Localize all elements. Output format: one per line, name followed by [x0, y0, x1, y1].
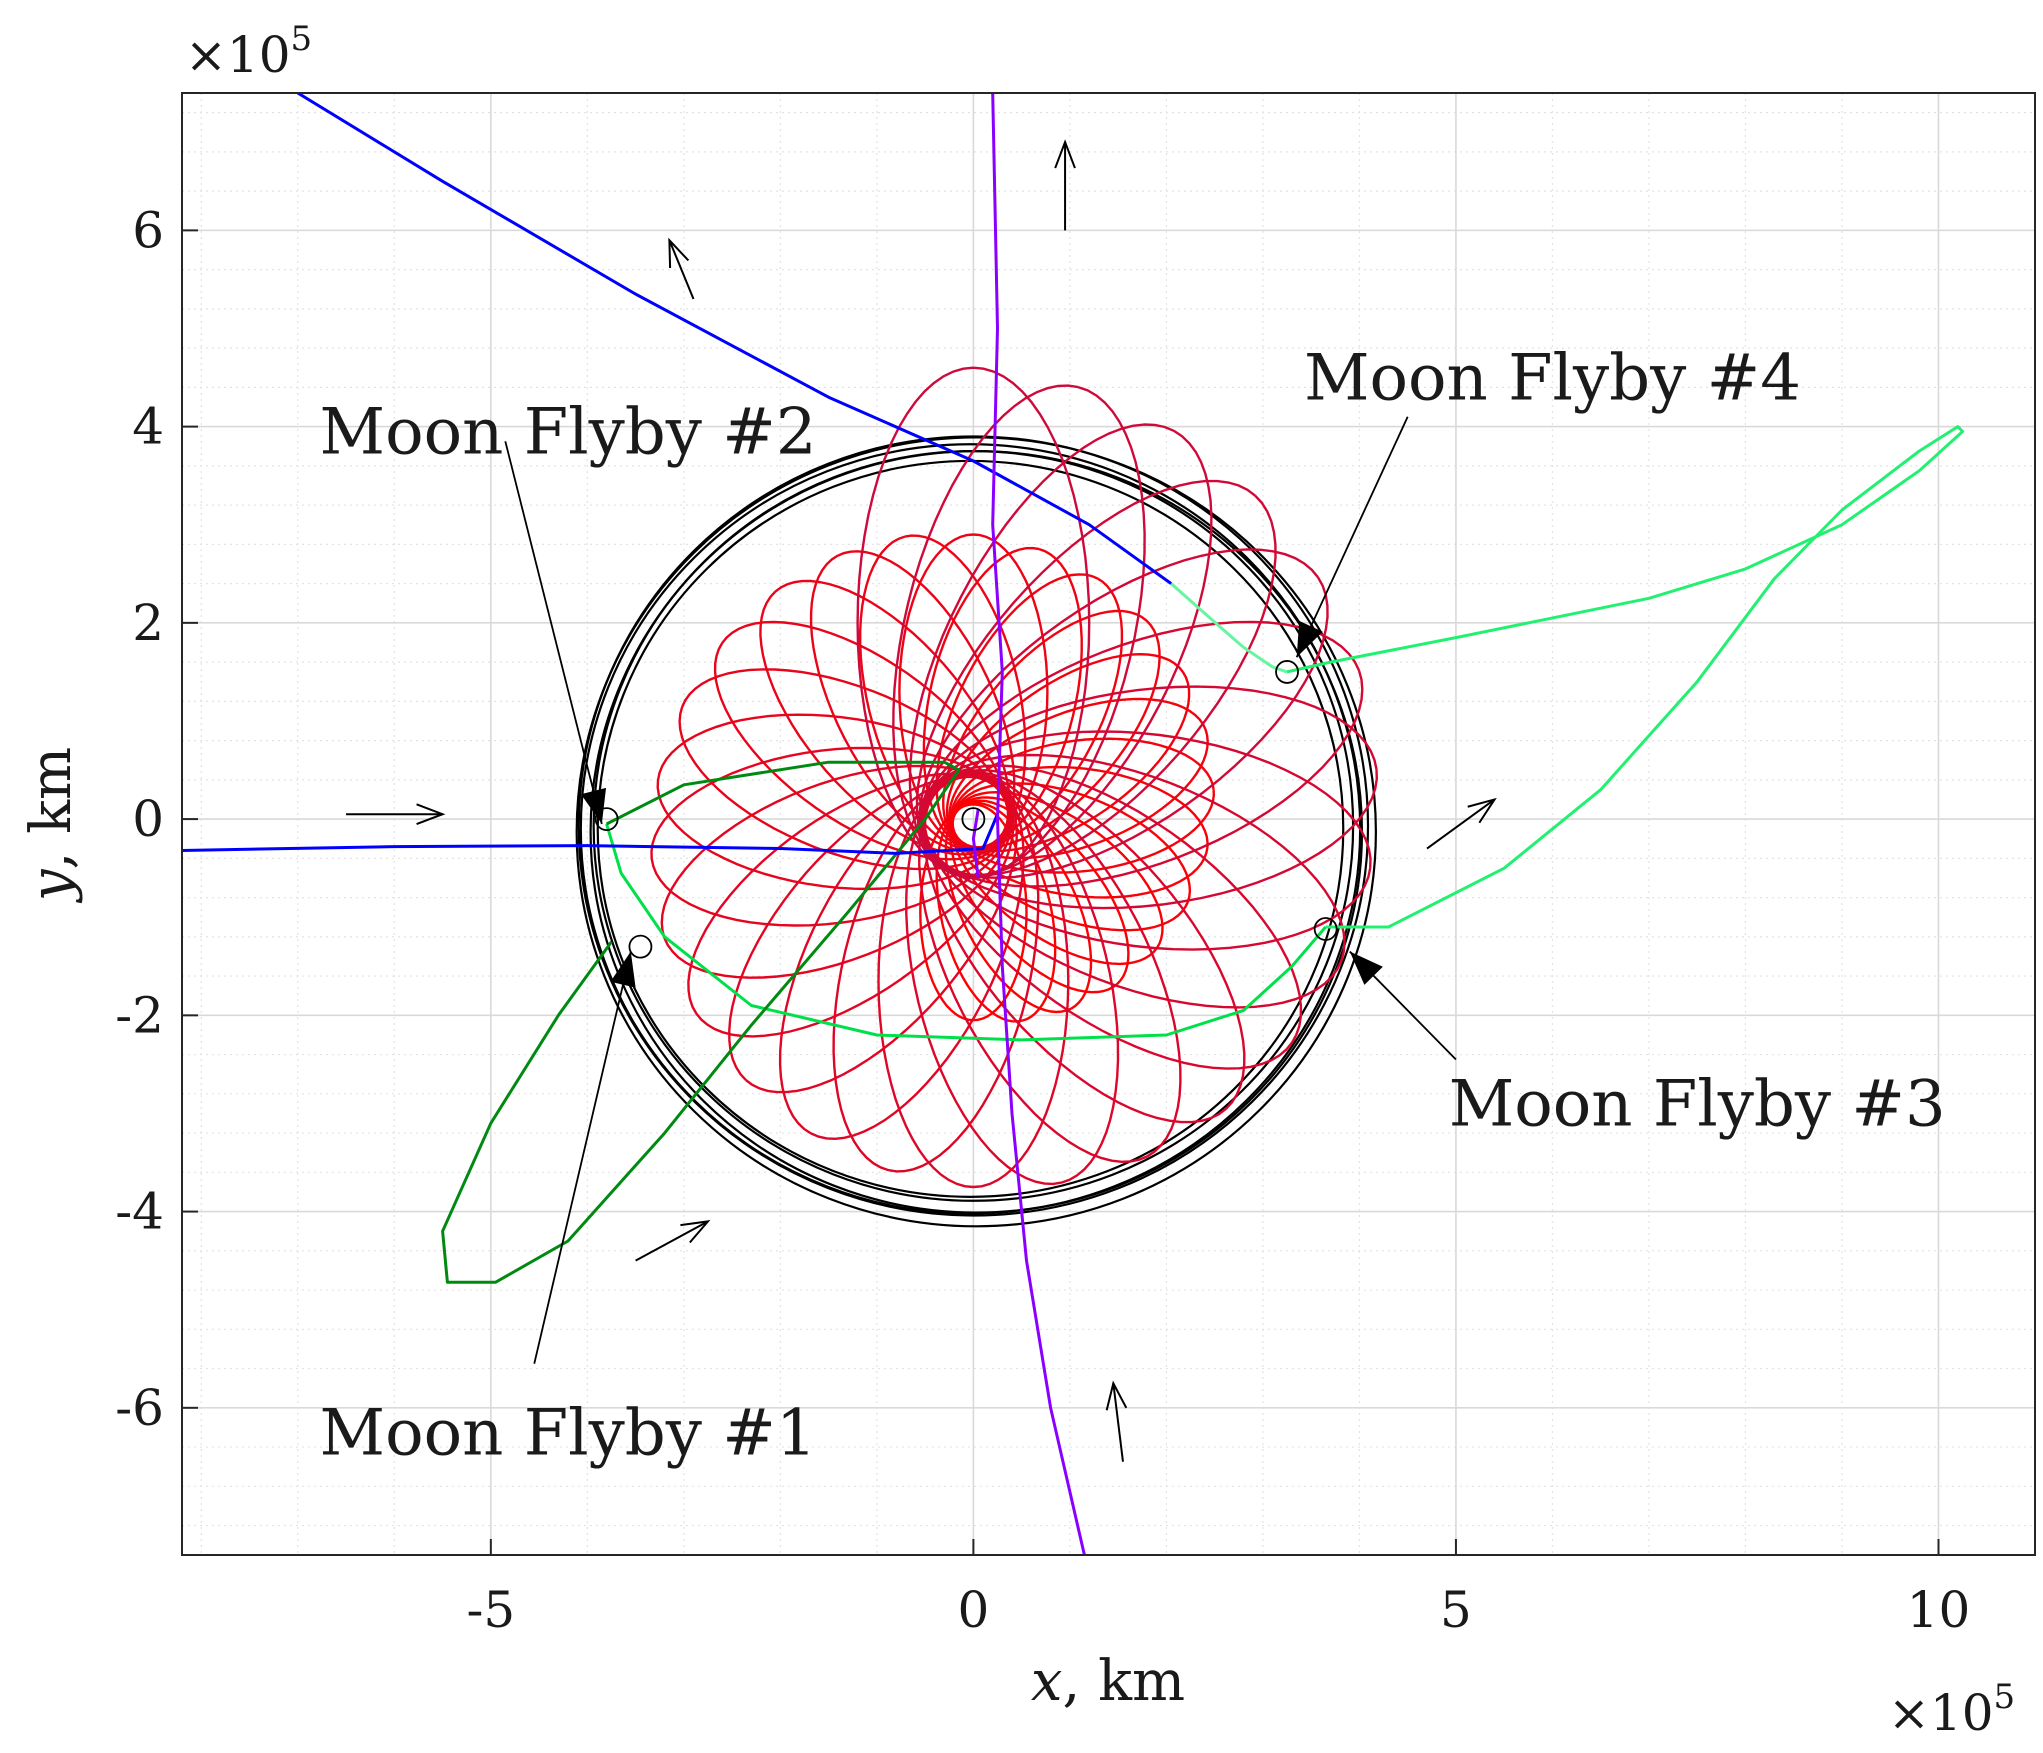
y-tick-label: 2: [132, 594, 164, 652]
spiral-loop: [935, 573, 1124, 849]
spiral-loop: [944, 799, 1093, 1014]
trajectory-series: [182, 93, 1965, 1555]
annotation-label: Moon Flyby #4: [1304, 342, 1801, 416]
annotation-arrow-head: [1349, 951, 1383, 985]
flyby-marker: [594, 807, 619, 831]
flow-arrow-shaft: [668, 239, 695, 300]
annotation-label: Moon Flyby #2: [320, 396, 817, 470]
y-tick-label: 6: [132, 201, 164, 259]
flyby-marker: [628, 934, 653, 959]
x-tick-label: 0: [957, 1581, 989, 1639]
axis-ticks: -5 0 5 10 -6 -4 -2 0 2 4 6: [115, 201, 1970, 1639]
y-axis-multiplier: ×105: [185, 19, 312, 84]
x-tick-label: 5: [1440, 1581, 1472, 1639]
plot-area: [182, 93, 2035, 1555]
series-departure: [297, 93, 1173, 585]
spiral-loop: [948, 697, 1209, 860]
y-tick-label: -2: [115, 986, 164, 1044]
moon-orbit-rings: [575, 435, 1377, 1228]
plot-frame: [181, 92, 2036, 1556]
spiral-loop: [949, 796, 1130, 994]
series-flyby_arc_3: [1286, 425, 1965, 929]
flow-arrow-head: [1105, 1380, 1128, 1411]
x-axis-multiplier: ×105: [1888, 1677, 2015, 1742]
annotation-arrow-head: [580, 787, 607, 824]
flyby-markers: [594, 660, 1338, 959]
spiral-loop: [935, 801, 1057, 1023]
major-grid: [182, 93, 2035, 1555]
series-moon_track: [991, 93, 1086, 1555]
annotation-arrows: [504, 416, 1457, 1364]
annotation-arrow-head: [1296, 620, 1323, 658]
y-tick-label: 4: [132, 398, 164, 456]
spiral-loop: [945, 652, 1191, 853]
spiral-orbit: [650, 366, 1379, 1189]
spiral-loop: [919, 803, 1028, 1022]
annotation-arrow-shaft: [1295, 416, 1409, 658]
series-moon_track: [971, 809, 980, 879]
spiral-loop: [949, 737, 1216, 874]
flyby-marker: [1313, 917, 1338, 941]
series-departure: [182, 813, 999, 855]
flow-arrow-shaft: [635, 1220, 709, 1262]
annotation-label: Moon Flyby #1: [320, 1396, 817, 1470]
annotation-arrow-head: [610, 951, 636, 988]
flow-arrows: [346, 139, 1497, 1462]
flow-arrow-head: [416, 803, 446, 826]
flow-arrow-shaft: [1426, 798, 1496, 850]
y-tick-label: -6: [115, 1379, 164, 1437]
y-tick-label: -4: [115, 1183, 164, 1241]
flow-arrow-head: [1054, 139, 1076, 169]
spiral-loop: [941, 609, 1161, 850]
series-flyby_arc_2: [605, 823, 1327, 1042]
x-tick-label: -5: [466, 1581, 515, 1639]
annotation-labels: Moon Flyby #1 Moon Flyby #2 Moon Flyby #3 M…: [320, 342, 1946, 1471]
flow-arrow-head: [680, 1220, 711, 1244]
annotation-label: Moon Flyby #3: [1449, 1068, 1946, 1142]
y-tick-label: 0: [132, 790, 164, 848]
x-tick-label: 10: [1907, 1581, 1971, 1639]
plot-content: [182, 93, 1965, 1555]
flyby-marker: [1275, 660, 1299, 684]
spiral-loop: [856, 366, 1091, 880]
moon-orbit-ring: [575, 436, 1377, 1228]
flow-arrow-shaft: [1112, 1383, 1124, 1462]
series-flyby_arc_1: [441, 760, 961, 1284]
flow-arrow-head: [1467, 797, 1497, 824]
annotation-arrow-shaft: [533, 951, 632, 1364]
flyby-marker: [961, 807, 986, 831]
x-axis-label: x, km: [1031, 1649, 1185, 1714]
flow-arrow-head: [668, 237, 690, 269]
y-axis-label: y, km: [19, 747, 84, 904]
annotation-arrow-shaft: [504, 441, 603, 825]
